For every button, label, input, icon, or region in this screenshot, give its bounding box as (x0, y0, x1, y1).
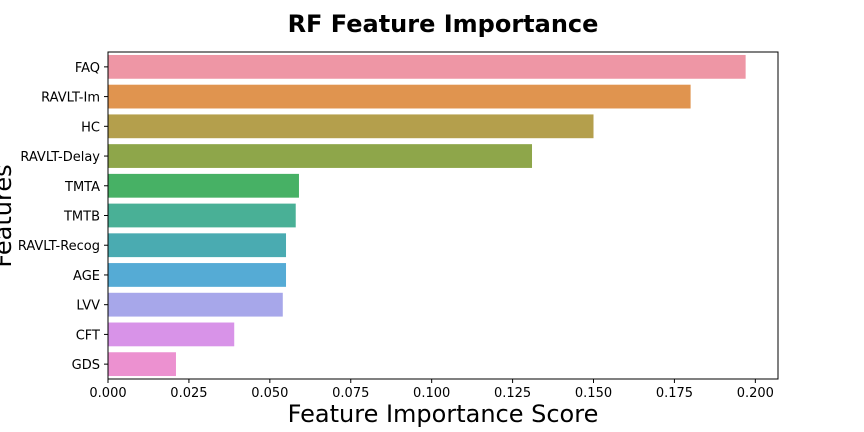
x-tick-label: 0.050 (251, 386, 288, 401)
x-tick-label: 0.000 (89, 386, 126, 401)
bar-ravlt-recog (108, 233, 287, 258)
x-ticks: 0.000 0.025 0.050 0.075 0.100 0.125 0.150 0.175… (89, 379, 774, 401)
x-tick-label: 0.075 (332, 386, 369, 401)
bar-ravlt-im (108, 84, 691, 109)
y-tick-label: LVV (76, 299, 100, 314)
bar-gds (108, 352, 176, 377)
y-axis-label: Features (0, 164, 17, 267)
y-tick-label: RAVLT-Im (41, 91, 100, 106)
bar-lvv (108, 292, 283, 317)
y-tick-label: RAVLT-Delay (20, 150, 100, 165)
x-tick-label: 0.025 (170, 386, 207, 401)
y-tick-label: CFT (76, 328, 100, 343)
bar-ravlt-delay (108, 144, 533, 168)
y-tick-label: HC (81, 120, 100, 135)
bar-age (108, 263, 287, 287)
y-tick-label: TMTB (63, 210, 100, 225)
x-axis-label: Feature Importance Score (288, 400, 599, 428)
y-tick-labels: FAQ RAVLT-Im HC RAVLT-Delay TMTA TMTB RAVLT-Re… (18, 61, 108, 373)
chart-title: RF Feature Importance (288, 10, 599, 38)
bar-cft (108, 322, 235, 347)
plot-frame (107, 51, 779, 380)
y-tick-label: GDS (72, 358, 100, 373)
x-tick-label: 0.125 (494, 386, 531, 401)
bar-hc (108, 114, 594, 139)
y-tick-label: FAQ (75, 61, 100, 76)
bar-tmta (108, 173, 299, 198)
x-tick-label: 0.100 (413, 386, 450, 401)
bar-faq (108, 54, 746, 79)
y-tick-label: AGE (73, 269, 100, 284)
x-tick-label: 0.200 (737, 386, 774, 401)
x-tick-label: 0.175 (656, 386, 693, 401)
y-tick-label: RAVLT-Recog (18, 239, 100, 254)
y-tick-label: TMTA (64, 180, 100, 195)
bars-group (108, 54, 746, 377)
x-tick-label: 0.150 (575, 386, 612, 401)
bar-tmtb (108, 203, 296, 228)
